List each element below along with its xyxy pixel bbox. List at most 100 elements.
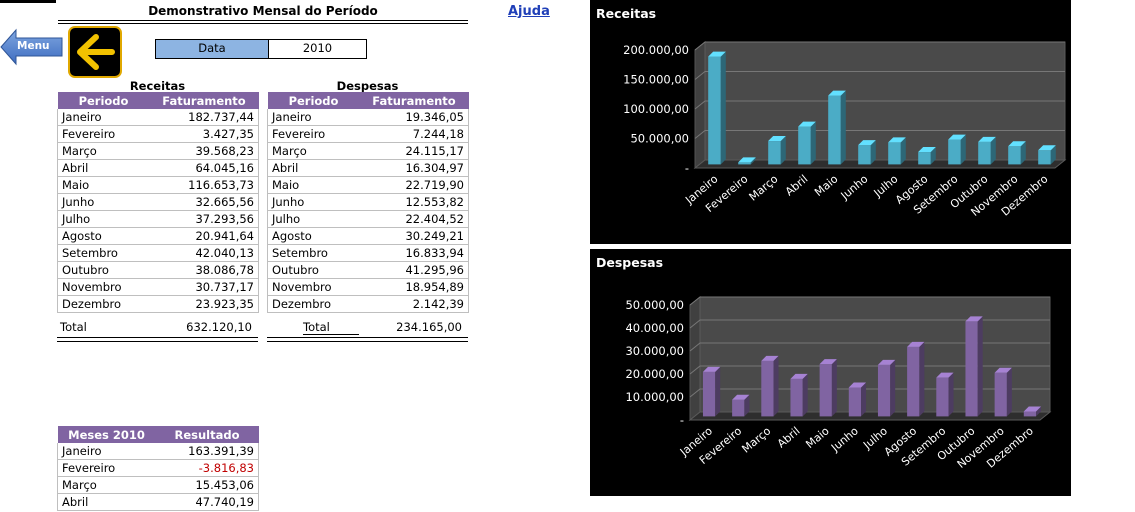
- chart-title: Receitas: [596, 6, 657, 21]
- y-tick-label: 50.000,00: [625, 298, 684, 312]
- row-value: 64.045,16: [149, 159, 259, 177]
- table-row: Outubro 38.086,78: [57, 261, 259, 279]
- row-value: 12.553,82: [359, 193, 469, 211]
- table-row: Junho 32.665,56: [57, 193, 259, 211]
- bar: [918, 147, 936, 165]
- row-value: 16.833,94: [359, 244, 469, 262]
- table-row: Dezembro 2.142,39: [267, 295, 469, 313]
- row-value: 7.244,18: [359, 125, 469, 143]
- arrow-left-icon: [77, 34, 115, 70]
- row-value: 15.453,06: [155, 476, 259, 494]
- x-tick-label: Abril: [783, 172, 811, 198]
- despesas-chart-plot: - 10.000,00 20.000,00 30.000,00 40.000,00 50.…: [625, 295, 1052, 471]
- table-row: Setembro 16.833,94: [267, 244, 469, 262]
- row-month: Julho: [57, 210, 150, 228]
- title-underline: [58, 23, 468, 24]
- table-row: Março 39.568,23: [57, 142, 259, 160]
- date-label: Data: [156, 40, 269, 58]
- back-button[interactable]: [68, 26, 122, 78]
- x-tick-label: Junho: [828, 424, 861, 455]
- total-label: Total: [303, 320, 359, 335]
- y-tick-label: 50.000,00: [630, 132, 689, 146]
- gridline: [689, 319, 1050, 329]
- x-tick-label: Maio: [803, 424, 831, 451]
- despesas-table: Periodo Faturamento Janeiro 19.346,05 Feve…: [267, 92, 469, 313]
- row-month: Julho: [267, 210, 360, 228]
- table-row: Março 24.115,17: [267, 142, 469, 160]
- row-month: Março: [267, 142, 360, 160]
- row-month: Fevereiro: [57, 125, 150, 143]
- row-month: Outubro: [267, 261, 360, 279]
- menu-label: Menu: [17, 40, 50, 52]
- table-row: Abril 16.304,97: [267, 159, 469, 177]
- row-month: Junho: [267, 193, 360, 211]
- resultado-table: Meses 2010 Resultado Janeiro 163.391,39 Fe…: [57, 426, 259, 511]
- row-month: Dezembro: [267, 295, 360, 313]
- bar: [708, 51, 726, 165]
- despesas-caption: Despesas: [336, 79, 399, 93]
- row-value: 32.665,56: [149, 193, 259, 211]
- row-month: Janeiro: [57, 109, 150, 126]
- double-underline: [267, 337, 468, 342]
- row-month: Abril: [57, 159, 150, 177]
- table-row: Fevereiro 3.427,35: [57, 125, 259, 143]
- row-month: Março: [57, 142, 150, 160]
- column-header: Faturamento: [359, 92, 469, 109]
- table-row: Agosto 30.249,21: [267, 227, 469, 245]
- table-row: Novembro 30.737,17: [57, 278, 259, 296]
- y-tick-label: 30.000,00: [625, 344, 684, 358]
- row-value: 42.040,13: [149, 244, 259, 262]
- bar: [848, 382, 867, 417]
- gridline: [689, 342, 1050, 352]
- y-tick-label: 200.000,00: [623, 43, 689, 57]
- row-value: 30.249,21: [359, 227, 469, 245]
- x-tick-label: Março: [747, 172, 781, 204]
- row-value: 22.404,52: [359, 210, 469, 228]
- bar: [994, 367, 1012, 417]
- chart-side-wall: [689, 295, 701, 422]
- table-row: Julho 37.293,56: [57, 210, 259, 228]
- row-value: 18.954,89: [359, 278, 469, 296]
- row-month: Fevereiro: [57, 459, 156, 477]
- table-row: Novembro 18.954,89: [267, 278, 469, 296]
- row-month: Setembro: [57, 244, 150, 262]
- bar: [732, 394, 750, 417]
- row-value: 182.737,44: [149, 109, 259, 126]
- bar: [819, 359, 837, 417]
- receitas-table: Periodo Faturamento Janeiro 182.737,44 Fev…: [57, 92, 259, 313]
- row-month: Maio: [267, 176, 360, 194]
- date-selector[interactable]: Data 2010: [155, 39, 367, 59]
- bar: [877, 359, 896, 417]
- table-row: Maio 22.719,90: [267, 176, 469, 194]
- bar: [1008, 141, 1026, 165]
- row-value: 19.346,05: [359, 109, 469, 126]
- table-row: Outubro 41.295,96: [267, 261, 469, 279]
- date-value[interactable]: 2010: [302, 41, 333, 55]
- row-month: Agosto: [57, 227, 150, 245]
- y-tick-label: -: [680, 413, 684, 427]
- row-month: Março: [57, 476, 156, 494]
- help-link[interactable]: Ajuda: [508, 4, 550, 19]
- bar: [978, 136, 996, 165]
- bar: [936, 372, 954, 417]
- row-value: 116.653,73: [149, 176, 259, 194]
- table-row: Agosto 20.941,64: [57, 227, 259, 245]
- row-value: 37.293,56: [149, 210, 259, 228]
- chart-floor: [693, 159, 1067, 169]
- y-tick-label: 40.000,00: [625, 321, 684, 335]
- gridline: [694, 41, 1065, 51]
- bar: [702, 366, 721, 417]
- y-tick-label: -: [685, 161, 689, 175]
- bar: [828, 90, 846, 165]
- gridline: [689, 296, 1050, 306]
- row-month: Novembro: [267, 278, 360, 296]
- x-tick-label: Abril: [775, 424, 803, 450]
- table-row: Abril 47.740,19: [57, 493, 259, 511]
- row-value: 22.719,90: [359, 176, 469, 194]
- receitas-caption: Receitas: [129, 79, 186, 93]
- chart-back-wall: [699, 296, 1051, 413]
- row-value: 163.391,39: [155, 443, 259, 460]
- menu-button[interactable]: Menu: [0, 28, 64, 66]
- row-value: 2.142,39: [359, 295, 469, 313]
- row-value: 30.737,17: [149, 278, 259, 296]
